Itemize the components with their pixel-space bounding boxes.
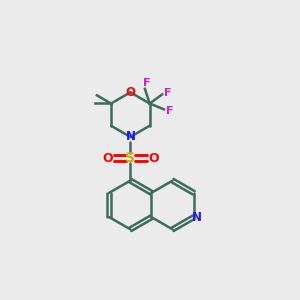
Text: O: O bbox=[125, 86, 135, 99]
Text: N: N bbox=[192, 211, 202, 224]
Text: S: S bbox=[125, 151, 135, 165]
Text: N: N bbox=[125, 130, 135, 143]
Text: O: O bbox=[102, 152, 113, 165]
Text: F: F bbox=[166, 106, 174, 116]
Text: O: O bbox=[148, 152, 159, 165]
Text: F: F bbox=[142, 78, 150, 88]
Text: F: F bbox=[164, 88, 171, 98]
